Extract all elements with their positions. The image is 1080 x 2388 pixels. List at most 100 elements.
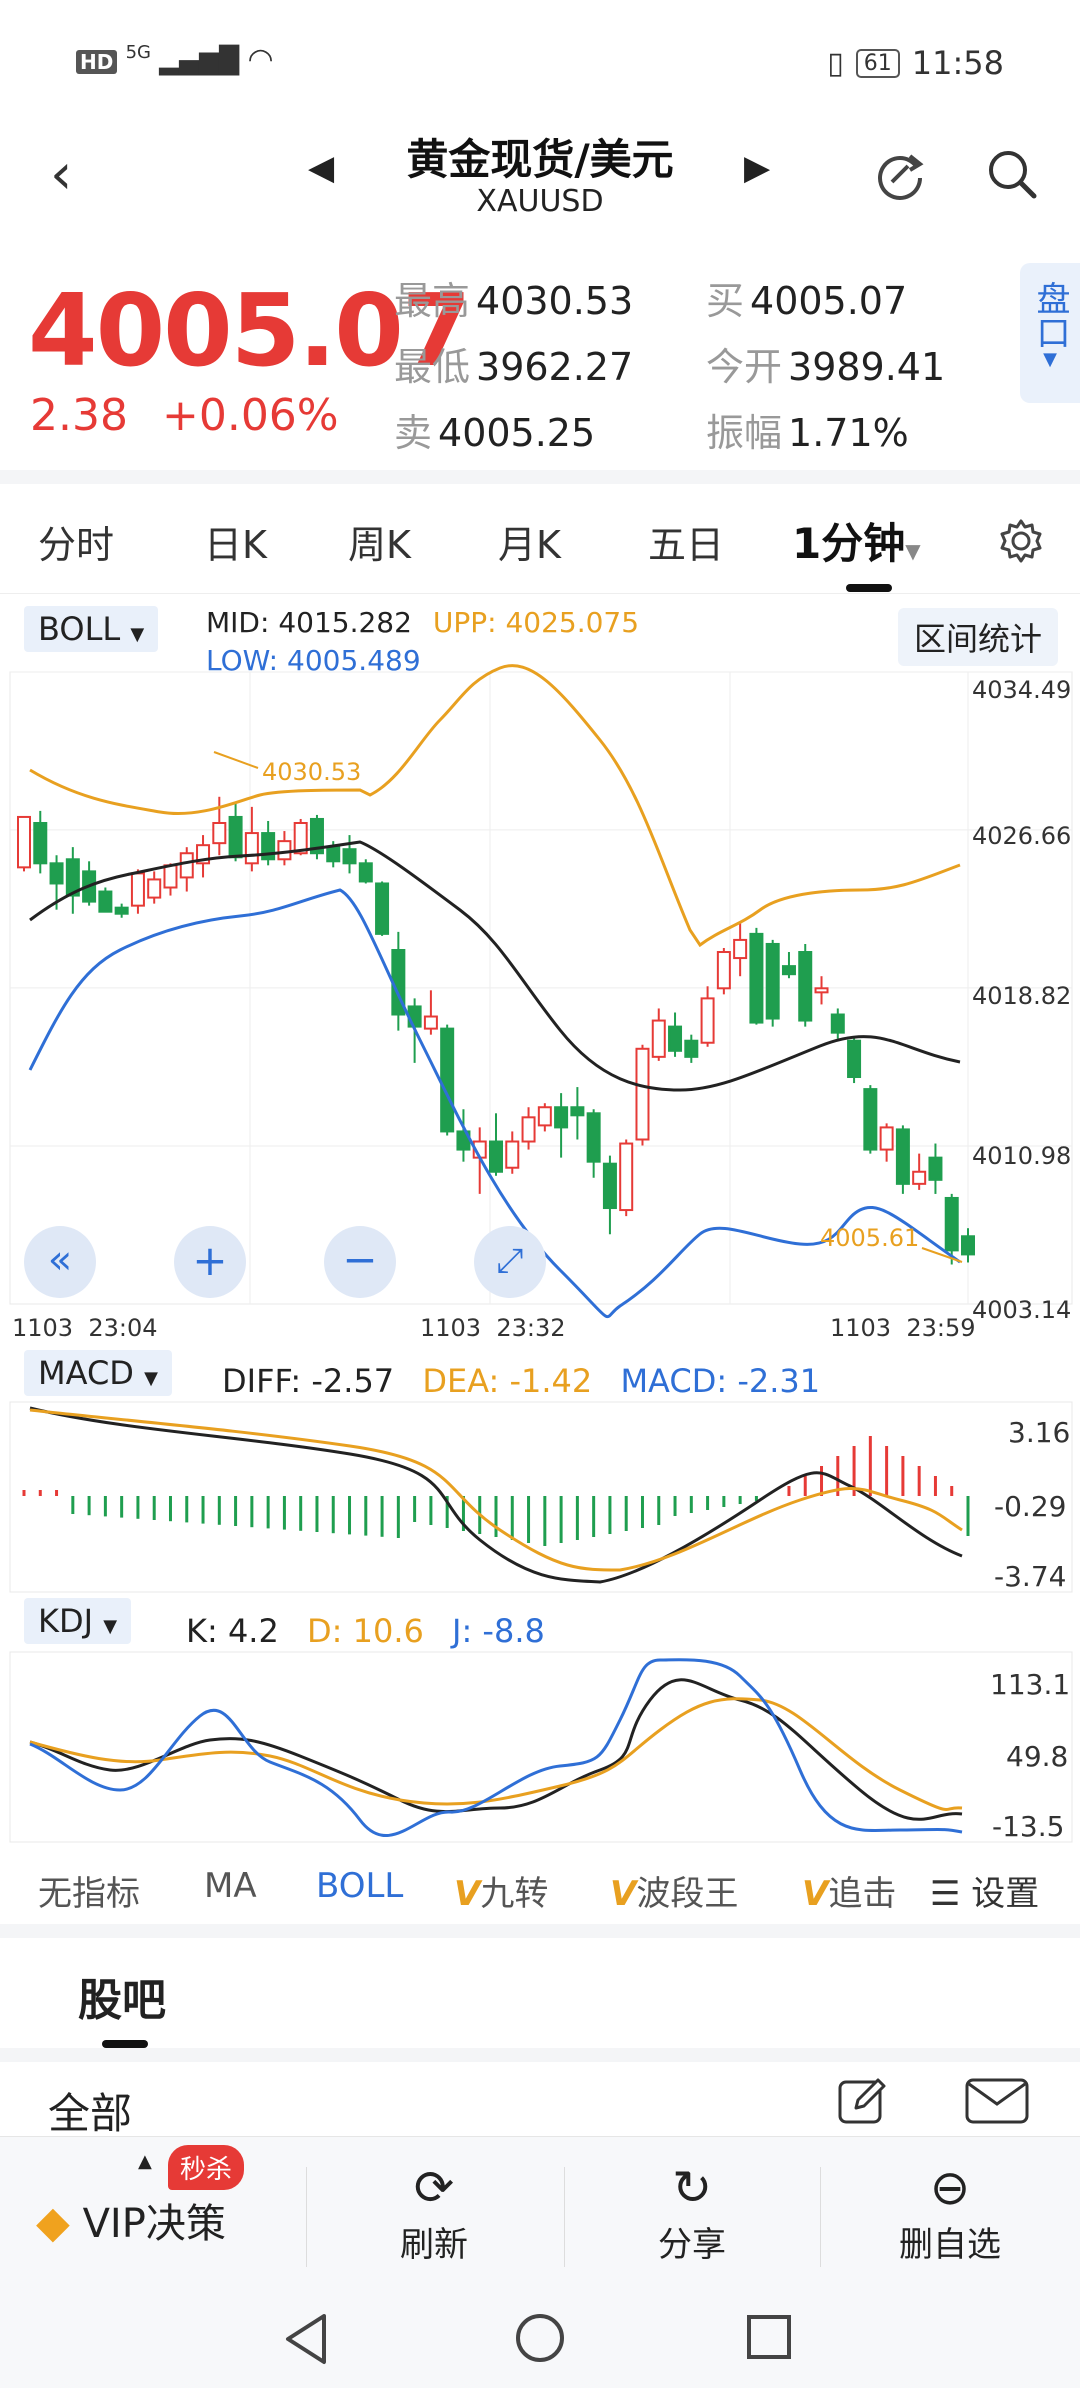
edit-icon[interactable] xyxy=(834,2072,892,2130)
pankou-label: 盘口 xyxy=(1030,281,1070,349)
indicator-jiuzhuan-label: 九转 xyxy=(480,1874,549,1914)
range-stats-button[interactable]: 区间统计 xyxy=(898,608,1059,666)
kdj-selector-label: KDJ xyxy=(38,1602,94,1640)
refresh-icon: ⟳ xyxy=(413,2160,455,2216)
tab-daily-k[interactable]: 日K xyxy=(204,523,267,567)
high-row: 最高 4030.53 xyxy=(394,270,633,325)
candle-body xyxy=(114,906,129,915)
price-tick-1: 4034.49 xyxy=(972,676,1072,704)
sell-label: 卖 xyxy=(394,411,433,455)
candle-body xyxy=(98,890,113,913)
macd-dea-line xyxy=(29,1408,963,1572)
sell-row: 卖 4005.25 xyxy=(394,402,595,457)
candle-body xyxy=(440,1027,455,1133)
prev-symbol-icon[interactable]: ◀ xyxy=(308,148,335,188)
battery-icon: 61 xyxy=(855,48,900,78)
zoom-in-icon[interactable]: + xyxy=(174,1226,246,1298)
tab-1min-label: 1分钟 xyxy=(792,519,906,568)
next-symbol-icon[interactable]: ▶ xyxy=(744,148,771,188)
divider xyxy=(306,2167,307,2267)
bottom-action-bar: ◆ VIP决策 ▲ 秒杀 ⟳ 刷新 ↻ 分享 ⊖ 删自选 xyxy=(0,2136,1080,2286)
candle-body xyxy=(65,858,80,897)
tab-weekly-k[interactable]: 周K xyxy=(348,523,411,567)
fullscreen-icon[interactable]: ⤢ xyxy=(474,1226,546,1298)
remove-watchlist-button[interactable]: ⊖ 删自选 xyxy=(850,2159,1050,2266)
candle-body xyxy=(244,832,259,865)
candle-body xyxy=(944,1196,959,1252)
low-value: 3962.27 xyxy=(476,345,634,389)
boll-lower-line xyxy=(28,888,961,1319)
kdj-selector[interactable]: KDJ ▼ xyxy=(24,1598,132,1644)
macd-selector-label: MACD xyxy=(38,1354,134,1392)
period-tabs: 分时 日K 周K 月K 五日 1分钟▼ xyxy=(0,484,1080,594)
tab-intraday[interactable]: 分时 xyxy=(38,523,115,567)
boll-mid-line xyxy=(29,840,961,1092)
candle-body xyxy=(130,872,145,907)
candle-body xyxy=(423,1015,438,1030)
candle-body xyxy=(863,1088,878,1151)
nav-back-icon[interactable] xyxy=(282,2312,332,2366)
tab-monthly-k[interactable]: 月K xyxy=(498,523,561,567)
boll-selector[interactable]: BOLL ▼ xyxy=(24,606,159,652)
nav-recents-icon[interactable] xyxy=(744,2312,794,2362)
vip-button[interactable]: ◆ VIP决策 xyxy=(36,2191,226,2249)
indicator-boduanwang[interactable]: V波段王 xyxy=(610,1866,738,1915)
price-tick-5: 4003.14 xyxy=(972,1296,1072,1324)
candle-body xyxy=(651,1019,666,1058)
diamond-icon: ◆ xyxy=(36,2197,70,2248)
indicator-none[interactable]: 无指标 xyxy=(38,1874,140,1914)
kdj-k-line xyxy=(29,1678,963,1821)
buy-label: 买 xyxy=(706,279,745,323)
indicator-boll[interactable]: BOLL xyxy=(316,1866,404,1906)
candle-body xyxy=(847,1039,862,1079)
amp-label: 振幅 xyxy=(706,411,783,455)
share-button[interactable]: ↻ 分享 xyxy=(592,2159,792,2266)
tab-five-day[interactable]: 五日 xyxy=(648,523,725,567)
v-icon: V xyxy=(802,1874,829,1914)
boll-mid: MID: 4015.282 UPP: 4025.075 xyxy=(206,606,639,639)
filter-all[interactable]: 全部 xyxy=(48,2089,133,2138)
kdj-j: J: -8.8 xyxy=(452,1612,545,1650)
candle-body xyxy=(684,1039,699,1058)
kdj-j-line xyxy=(29,1658,963,1837)
refresh-button[interactable]: ⟳ 刷新 xyxy=(334,2159,534,2266)
candle-body xyxy=(586,1112,601,1163)
boll-mid-value: 4015.282 xyxy=(278,606,412,639)
search-icon[interactable] xyxy=(982,144,1042,204)
tab-1min[interactable]: 1分钟▼ xyxy=(792,510,921,571)
indicator-bar: 无指标 MA BOLL V九转 V波段王 V追击 ☰ 设置 xyxy=(0,1844,1080,1924)
amp-row: 振幅 1.71% xyxy=(706,402,909,457)
price-tick-2: 4026.66 xyxy=(972,822,1072,850)
indicator-ma[interactable]: MA xyxy=(204,1866,257,1906)
scroll-left-icon[interactable]: « xyxy=(24,1226,96,1298)
v-icon: V xyxy=(454,1874,481,1914)
pankou-button[interactable]: 盘口 ▼ xyxy=(1020,263,1080,403)
macd-diff-line xyxy=(29,1406,963,1584)
mail-icon[interactable] xyxy=(964,2076,1030,2126)
boll-selector-label: BOLL xyxy=(38,610,121,648)
zoom-out-icon[interactable]: − xyxy=(324,1226,396,1298)
candle-body xyxy=(733,938,748,960)
candle-body xyxy=(489,1140,503,1173)
page-title: 黄金现货/美元 xyxy=(406,135,674,184)
kdj-values: K: 4.2 D: 10.6 J: -8.8 xyxy=(186,1612,545,1650)
indicator-zhuiji[interactable]: V追击 xyxy=(802,1866,930,1915)
nav-home-icon[interactable] xyxy=(512,2310,568,2366)
macd-dea: DEA: -1.42 xyxy=(422,1362,593,1400)
candle-body xyxy=(749,932,764,1024)
guba-tab[interactable]: 股吧 xyxy=(78,1975,166,2026)
panel-frame xyxy=(9,1401,1073,1593)
candle-body xyxy=(49,862,64,885)
kline-chart[interactable] xyxy=(0,0,1080,1844)
indicator-settings[interactable]: ☰ 设置 xyxy=(930,1866,1039,1915)
candle-body xyxy=(309,817,324,855)
back-icon[interactable]: ‹ xyxy=(50,142,73,207)
macd-selector[interactable]: MACD ▼ xyxy=(24,1350,172,1396)
quote-panel: 4005.07 2.38 +0.06% 最高 4030.53 最低 3962.27 … xyxy=(0,250,1080,470)
buy-value: 4005.07 xyxy=(750,279,908,323)
candle-body xyxy=(928,1156,943,1181)
indicator-jiuzhuan[interactable]: V九转 xyxy=(454,1866,548,1915)
share-icon[interactable] xyxy=(870,144,930,204)
divider xyxy=(820,2167,821,2267)
settings-gear-icon[interactable] xyxy=(996,516,1046,566)
